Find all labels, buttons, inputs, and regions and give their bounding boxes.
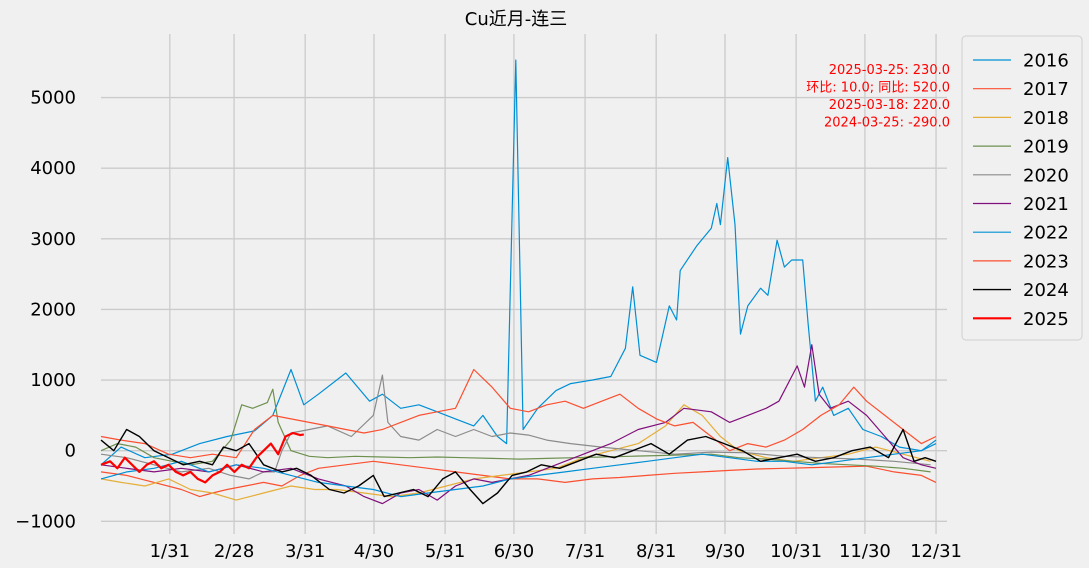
series-line-2018	[100, 404, 931, 501]
annotation-text: 2025-03-18: 220.0	[829, 98, 950, 113]
x-tick-label: 8/31	[636, 541, 676, 562]
series-line-2025	[100, 431, 305, 484]
legend-label-2020: 2020	[1023, 165, 1069, 186]
annotation-text: 2024-03-25: -290.0	[824, 116, 950, 131]
legend-box	[961, 35, 1083, 341]
y-tick-label: 2000	[30, 299, 76, 320]
legend-label-2019: 2019	[1023, 137, 1069, 158]
y-tick-label: 5000	[30, 88, 76, 109]
legend-label-2021: 2021	[1023, 194, 1069, 215]
y-tick-label: 4000	[30, 158, 76, 179]
legend: 2016 2017 2018 2019 2020 2021 2022 2023 2024 2025	[961, 35, 1083, 341]
x-tick-label: 11/30	[839, 541, 891, 562]
x-tick-label: 3/31	[285, 541, 325, 562]
plot-area: 1/31 2/28 3/31 4/30 5/31 6/30 7/31 8/31 9/30 10/3…	[15, 34, 962, 562]
annotation-text: 环比: 10.0; 同比: 520.0	[806, 81, 950, 96]
x-tick-label: 4/30	[354, 541, 394, 562]
annotations: 2025-03-25: 230.0 环比: 10.0; 同比: 520.0 2025…	[806, 63, 950, 131]
legend-label-2016: 2016	[1023, 51, 1069, 72]
chart-title: Cu近月-连三	[465, 9, 567, 30]
legend-label-2022: 2022	[1023, 223, 1069, 244]
series-line-2023	[100, 368, 937, 459]
x-tick-label: 12/31	[910, 541, 962, 562]
x-tick-label: 6/30	[494, 541, 534, 562]
series-line-2017	[100, 460, 937, 498]
series-line-2024	[100, 428, 937, 505]
legend-label-2017: 2017	[1023, 79, 1069, 100]
x-tick-label: 7/31	[565, 541, 605, 562]
y-tick-label: 3000	[30, 229, 76, 250]
x-tick-label: 5/31	[425, 541, 465, 562]
series-line-2016	[100, 59, 937, 466]
series-line-2022	[100, 443, 937, 498]
legend-label-2024: 2024	[1023, 280, 1069, 301]
series-line-2020	[100, 374, 931, 480]
x-tick-label: 1/31	[150, 541, 190, 562]
legend-label-2018: 2018	[1023, 108, 1069, 129]
series-line-2019	[100, 388, 931, 473]
annotation-text: 2025-03-25: 230.0	[829, 63, 950, 78]
legend-label-2025: 2025	[1023, 309, 1069, 330]
x-tick-label: 9/30	[705, 541, 745, 562]
series-line-2021	[100, 344, 937, 505]
x-tick-label: 2/28	[214, 541, 254, 562]
legend-label-2023: 2023	[1023, 251, 1069, 272]
x-tick-label: 10/31	[770, 541, 822, 562]
y-tick-label: 0	[65, 441, 76, 462]
y-tick-label: −1000	[15, 511, 76, 532]
y-tick-label: 1000	[30, 370, 76, 391]
